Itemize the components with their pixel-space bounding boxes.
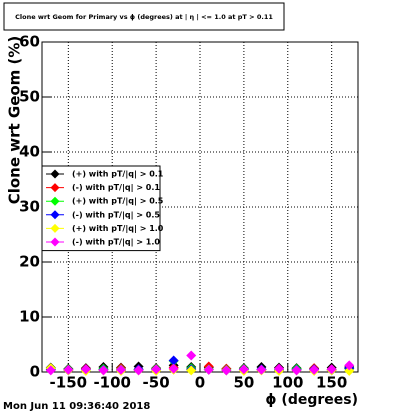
- y-tick-label: 30: [19, 198, 40, 216]
- marker: [309, 364, 320, 375]
- marker: [133, 365, 144, 376]
- marker: [116, 364, 126, 375]
- legend-marker: [50, 210, 60, 220]
- legend-marker: [50, 196, 60, 206]
- chart-title: Clone wrt Geom for Primary vs ϕ (degrees…: [15, 13, 273, 22]
- x-tick-label: -100: [93, 374, 131, 392]
- x-tick-label: 0: [195, 374, 205, 392]
- legend-box: [41, 165, 161, 252]
- marker: [63, 364, 74, 375]
- legend-label: (-) with pT/|q| > 0.1: [72, 183, 160, 192]
- marker: [168, 355, 179, 366]
- legend-marker: [50, 237, 60, 247]
- y-tick-label: 60: [19, 33, 40, 51]
- legend-label: (-) with pT/|q| > 1.0: [72, 238, 160, 247]
- y-tick-label: 20: [19, 253, 40, 271]
- timestamp: Mon Jun 11 09:36:40 2018: [3, 401, 150, 412]
- x-tick-label: -150: [50, 374, 88, 392]
- marker: [80, 364, 91, 375]
- marker: [45, 365, 56, 376]
- marker: [186, 365, 197, 376]
- legend-label: (+) with pT/|q| > 0.5: [72, 197, 164, 206]
- marker: [98, 365, 109, 376]
- marker: [186, 350, 197, 361]
- marker: [203, 364, 214, 375]
- marker: [221, 365, 232, 376]
- marker: [151, 364, 162, 375]
- marker: [238, 364, 249, 375]
- y-tick-label: 0: [30, 363, 40, 381]
- y-tick-label: 40: [19, 143, 40, 161]
- x-tick-label: -50: [143, 374, 170, 392]
- title-box: [3, 2, 285, 31]
- marker: [274, 363, 284, 374]
- legend-label: (+) with pT/|q| > 1.0: [72, 224, 164, 233]
- x-tick-label: 50: [233, 374, 254, 392]
- y-tick-label: 10: [19, 308, 40, 326]
- marker: [168, 363, 179, 374]
- legend-marker: [50, 183, 60, 193]
- x-axis-label: ϕ (degrees): [265, 392, 358, 408]
- y-tick-label: 50: [19, 88, 40, 106]
- marker: [256, 364, 267, 375]
- legend-marker: [50, 169, 60, 179]
- legend-label: (+) with pT/|q| > 0.1: [72, 170, 164, 179]
- x-tick-label: 150: [316, 374, 347, 392]
- marker: [291, 365, 302, 376]
- y-axis-label: Clone wrt Geom (%): [6, 36, 24, 205]
- marker: [344, 365, 355, 376]
- x-tick-label: 100: [272, 374, 303, 392]
- legend-marker: [50, 223, 60, 233]
- legend-label: (-) with pT/|q| > 0.5: [72, 210, 160, 219]
- marker: [326, 364, 337, 375]
- marker: [344, 360, 355, 371]
